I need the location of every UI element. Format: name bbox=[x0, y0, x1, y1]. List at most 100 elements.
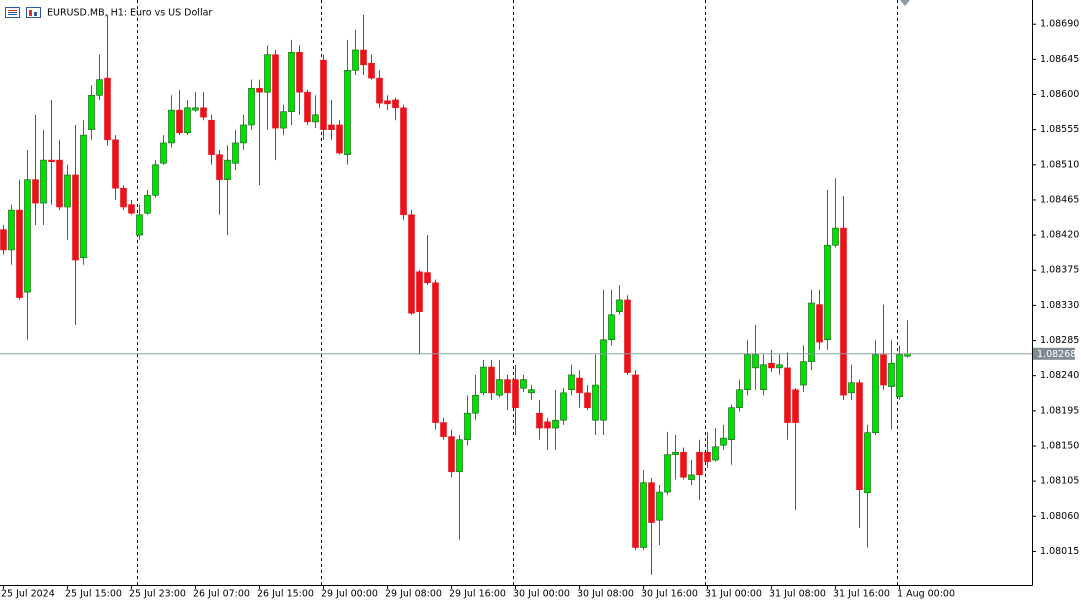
candle-body bbox=[512, 379, 519, 409]
candle-body bbox=[520, 379, 527, 389]
candle-body bbox=[400, 107, 407, 216]
y-tick-label: 1.08060 bbox=[1040, 511, 1079, 522]
candle-body bbox=[736, 389, 743, 409]
candle-body bbox=[856, 382, 863, 491]
candle-body bbox=[848, 382, 855, 394]
x-tick-label: 31 Jul 16:00 bbox=[833, 589, 890, 600]
x-tick-label: 29 Jul 16:00 bbox=[449, 589, 506, 600]
x-tick-label: 31 Jul 08:00 bbox=[769, 589, 826, 600]
candle-body bbox=[472, 394, 479, 414]
plot bbox=[0, 14, 911, 575]
x-tick-label: 25 Jul 15:00 bbox=[65, 589, 122, 600]
icon-bar bbox=[29, 10, 32, 16]
candle-body bbox=[376, 77, 383, 104]
current-price-box bbox=[1033, 347, 1075, 360]
candle-body bbox=[800, 361, 807, 386]
candle-body bbox=[360, 49, 367, 66]
candle-body bbox=[104, 77, 111, 141]
candle-body bbox=[648, 482, 655, 523]
candle-body bbox=[256, 87, 263, 93]
candle-body bbox=[48, 159, 55, 162]
candle-body bbox=[152, 164, 159, 196]
candle-body bbox=[720, 437, 727, 446]
candle-body bbox=[752, 354, 759, 369]
candle-body bbox=[816, 304, 823, 343]
candle-body bbox=[536, 412, 543, 429]
candle-body bbox=[808, 302, 815, 362]
candle-body bbox=[688, 474, 695, 480]
candle-body bbox=[456, 439, 463, 473]
candle-body bbox=[824, 244, 831, 341]
y-tick-label: 1.08600 bbox=[1040, 89, 1079, 100]
candle-body bbox=[232, 142, 239, 164]
candle-body bbox=[584, 392, 591, 409]
candle-body bbox=[248, 87, 255, 126]
candle-body bbox=[616, 299, 623, 312]
candle-body bbox=[576, 377, 583, 394]
x-tick-label: 31 Jul 00:00 bbox=[705, 589, 762, 600]
candle-body bbox=[632, 374, 639, 548]
current-price-label: 1.08268 bbox=[1037, 349, 1076, 360]
candle-body bbox=[336, 124, 343, 154]
candle-body bbox=[760, 364, 767, 391]
candle-body bbox=[64, 174, 71, 208]
y-tick-label: 1.08105 bbox=[1040, 476, 1079, 487]
candle-body bbox=[168, 109, 175, 144]
candle-body bbox=[792, 389, 799, 423]
candle-body bbox=[480, 366, 487, 394]
candle-body bbox=[96, 79, 103, 96]
x-tick-label: 1 Aug 00:00 bbox=[897, 589, 955, 600]
candle-body bbox=[696, 451, 703, 476]
y-tick-label: 1.08690 bbox=[1040, 19, 1079, 30]
candle-body bbox=[768, 362, 775, 369]
candle-body bbox=[608, 314, 615, 341]
candle-body bbox=[776, 364, 783, 369]
candle-body bbox=[328, 124, 335, 130]
x-tick-label: 25 Jul 23:00 bbox=[129, 589, 186, 600]
candle-body bbox=[160, 142, 167, 164]
candle-body bbox=[8, 209, 15, 251]
x-tick-label: 26 Jul 07:00 bbox=[193, 589, 250, 600]
candle-body bbox=[144, 194, 151, 214]
candle-body bbox=[728, 407, 735, 441]
candle-body bbox=[784, 367, 791, 423]
candle-body bbox=[128, 204, 135, 214]
candle-body bbox=[416, 271, 423, 312]
icon-chart[interactable] bbox=[26, 7, 41, 18]
candle-body bbox=[0, 229, 7, 251]
candle-body bbox=[40, 159, 47, 204]
icon-bar bbox=[34, 12, 37, 16]
candle-body bbox=[384, 100, 391, 105]
candle-body bbox=[176, 109, 183, 134]
candle-body bbox=[592, 384, 599, 421]
candle-body bbox=[216, 154, 223, 180]
candle-body bbox=[240, 124, 247, 144]
candle-body bbox=[320, 59, 327, 130]
candle-body bbox=[448, 436, 455, 473]
candle-body bbox=[656, 491, 663, 521]
candle-body bbox=[288, 52, 295, 112]
candle-body bbox=[600, 339, 607, 421]
candle-body bbox=[304, 91, 311, 123]
y-tick-label: 1.08555 bbox=[1040, 124, 1079, 135]
candle-body bbox=[568, 374, 575, 391]
candle-body bbox=[208, 119, 215, 155]
x-tick-label: 30 Jul 08:00 bbox=[577, 589, 634, 600]
candle-body bbox=[872, 354, 879, 433]
candle-body bbox=[552, 419, 559, 429]
candle-body bbox=[88, 94, 95, 130]
candle-body bbox=[880, 354, 887, 386]
candle-body bbox=[464, 412, 471, 441]
candle-body bbox=[504, 379, 511, 394]
candle-body bbox=[888, 362, 895, 387]
candle-body bbox=[120, 187, 127, 208]
candle-body bbox=[744, 354, 751, 391]
candle-body bbox=[192, 107, 199, 111]
candle-body bbox=[640, 482, 647, 548]
candle-body bbox=[544, 421, 551, 429]
candle-body bbox=[352, 49, 359, 71]
candle-body bbox=[184, 107, 191, 134]
